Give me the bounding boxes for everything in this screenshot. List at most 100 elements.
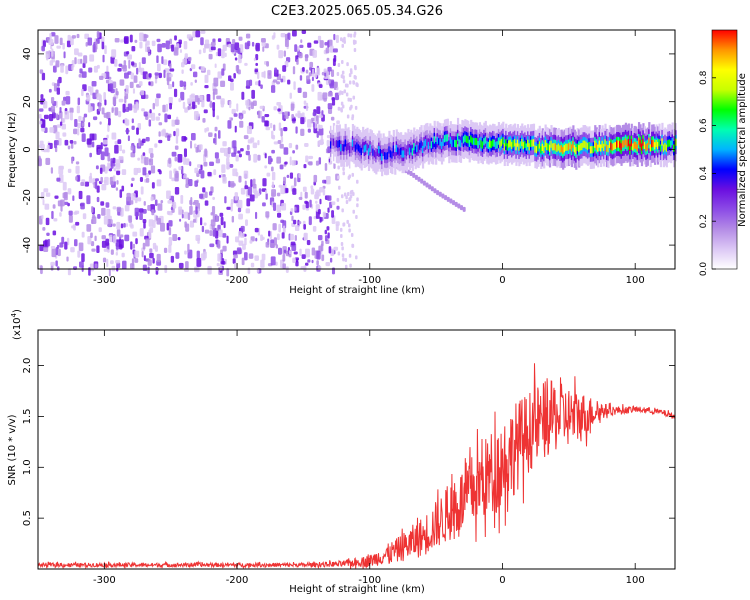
- noise-cell: [281, 202, 287, 211]
- noise-cell: [204, 39, 210, 49]
- noise-cell: [213, 137, 216, 144]
- ridge-cell: [594, 140, 597, 148]
- snr-panel: -300 -200 -100 0 100 0.5 1.0 1.5 2.0 Height of …: [7, 309, 676, 595]
- noise-cell: [314, 191, 319, 200]
- noise-cell: [340, 241, 344, 246]
- noise-cell: [81, 88, 84, 97]
- noise-cell: [271, 85, 276, 93]
- noise-cell: [143, 111, 148, 117]
- ridge-cell: [455, 140, 458, 148]
- noise-cell: [333, 246, 339, 251]
- noise-cell: [287, 32, 291, 41]
- noise-cell: [257, 192, 260, 197]
- noise-cell: [101, 41, 105, 50]
- ridge-cell: [337, 140, 340, 148]
- noise-cell: [232, 250, 238, 256]
- noise-cell: [156, 93, 161, 99]
- noise-cell: [330, 69, 335, 77]
- noise-cell: [74, 48, 79, 56]
- noise-cell: [250, 236, 255, 242]
- ridge-cell: [567, 143, 571, 151]
- noise-cell: [215, 215, 219, 222]
- noise-cell: [178, 262, 184, 269]
- noise-cell: [339, 227, 343, 232]
- noise-cell: [116, 170, 121, 176]
- noise-cell: [108, 117, 111, 126]
- noise-cell: [158, 170, 162, 175]
- noise-cell: [122, 65, 127, 72]
- ridge-cell: [579, 143, 582, 151]
- noise-cell: [100, 201, 105, 206]
- noise-cell: [319, 186, 324, 193]
- noise-cell: [273, 141, 279, 145]
- noise-cell: [208, 191, 213, 196]
- noise-cell: [148, 147, 154, 154]
- noise-cell: [264, 153, 267, 159]
- noise-cell: [220, 98, 225, 105]
- noise-cell: [280, 219, 285, 224]
- ridge-cell: [610, 142, 613, 150]
- ridge-cell: [436, 136, 439, 144]
- noise-cell: [216, 95, 222, 100]
- ridge-tail-cell: [417, 176, 421, 182]
- noise-cell: [119, 238, 122, 248]
- noise-cell: [55, 131, 60, 140]
- ridge-cell: [608, 140, 611, 148]
- noise-cell: [120, 223, 124, 229]
- ridge-cell: [420, 140, 423, 148]
- noise-cell: [129, 200, 134, 205]
- noise-cell: [293, 219, 297, 225]
- noise-cell: [127, 135, 130, 142]
- noise-cell: [158, 122, 163, 126]
- noise-cell: [152, 102, 155, 110]
- snr-y-tick-label: 0.5: [22, 510, 33, 526]
- noise-cell: [185, 158, 190, 166]
- noise-cell: [305, 155, 309, 163]
- noise-cell: [119, 79, 125, 86]
- noise-cell: [86, 138, 92, 145]
- noise-cell: [341, 70, 345, 75]
- noise-cell: [245, 99, 250, 106]
- noise-cell: [75, 176, 78, 181]
- noise-cell: [319, 141, 324, 145]
- noise-cell: [152, 257, 155, 264]
- ridge-tail-cell: [441, 193, 445, 199]
- noise-cell: [209, 230, 213, 237]
- noise-cell: [323, 97, 327, 102]
- noise-cell: [110, 249, 114, 255]
- noise-cell: [39, 69, 44, 74]
- noise-cell: [302, 186, 307, 192]
- noise-cell: [80, 58, 83, 64]
- noise-cell: [234, 125, 237, 133]
- noise-cell: [268, 230, 271, 237]
- noise-cell: [167, 114, 172, 120]
- ridge-cell: [524, 140, 527, 148]
- noise-cell: [305, 262, 309, 266]
- noise-cell: [222, 176, 227, 184]
- noise-cell: [344, 257, 348, 262]
- noise-cell: [350, 104, 353, 109]
- ridge-tail-cell: [457, 203, 461, 209]
- noise-cell: [308, 155, 314, 160]
- noise-cell: [152, 220, 156, 229]
- noise-cell: [166, 77, 170, 86]
- ridge-cell: [664, 143, 667, 151]
- noise-cell: [331, 210, 335, 218]
- ridge-cell: [440, 141, 444, 149]
- noise-cell: [158, 72, 162, 79]
- noise-cell: [158, 139, 163, 144]
- noise-cell: [132, 88, 136, 94]
- noise-cell: [182, 58, 188, 64]
- ridge-cell: [344, 139, 347, 147]
- noise-cell: [54, 139, 59, 146]
- noise-cell: [206, 127, 210, 132]
- noise-cell: [130, 145, 134, 151]
- noise-cell: [264, 165, 268, 169]
- noise-cell: [145, 238, 150, 247]
- ridge-cell: [519, 141, 522, 149]
- noise-cell: [56, 177, 61, 182]
- ridge-cell: [534, 145, 537, 153]
- noise-cell: [67, 34, 71, 41]
- ridge-cell: [613, 142, 616, 151]
- noise-cell: [195, 146, 199, 153]
